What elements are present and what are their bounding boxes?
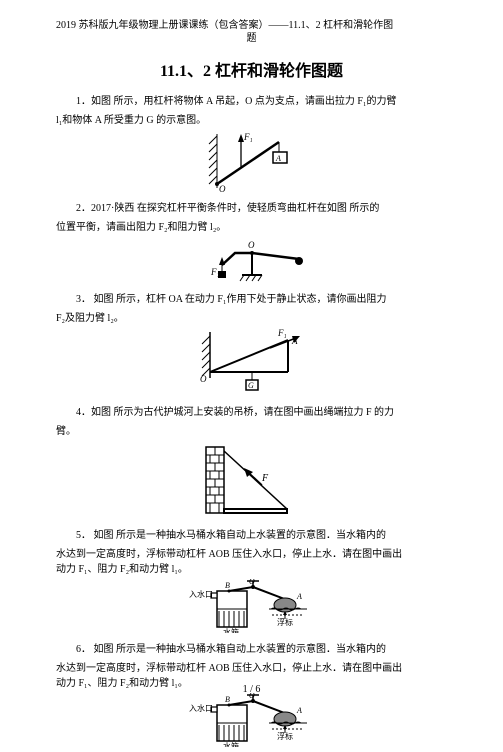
fig2-label-o: O [248, 240, 255, 250]
figure-1-wrap: F₁ O A [56, 130, 447, 197]
problem-5-line3: 动力 F₁、阻力 F₂和动力臂 l₁。 [56, 562, 447, 577]
fig3-label-f1: F₁ [277, 328, 287, 338]
page-number: 1 / 6 [0, 682, 503, 697]
figure-2: O F₁ [187, 237, 317, 283]
header-line2: 题 [56, 31, 447, 46]
figure-1: F₁ O A [197, 130, 307, 192]
problem-4-line1: 4．如图 所示为古代护城河上安装的吊桥，请在图中画出绳端拉力 F 的力 [56, 405, 447, 420]
figure-2-wrap: O F₁ [56, 237, 447, 288]
problem-5-line1: 5． 如图 所示是一种抽水马桶水箱自动上水装置的示意图．当水箱内的 [56, 528, 447, 543]
fig4-label-f: F [261, 473, 269, 484]
fig6-label-a: A [296, 706, 302, 715]
problem-2-line1: 2．2017·陕西 在探究杠杆平衡条件时，使轻质弯曲杠杆在如图 所示的 [56, 201, 447, 216]
fig5-label-b: B [225, 581, 230, 590]
problem-6-line1: 6． 如图 所示是一种抽水马桶水箱自动上水装置的示意图．当水箱内的 [56, 642, 447, 657]
figure-4-wrap: F [56, 441, 447, 524]
fig2-label-f1: F₁ [210, 267, 220, 277]
problem-4-line2: 臂。 [56, 424, 447, 439]
problem-2-line2: 位置平衡，请画出阻力 F₂和阻力臂 l₂。 [56, 220, 447, 235]
problem-6-line2: 水达到一定高度时，浮标带动杠杆 AOB 压住入水口，停止上水．请在图中画出 [56, 661, 447, 676]
fig5-label-tank: 水箱 [223, 627, 239, 633]
figure-3-wrap: O A F₁ G [56, 328, 447, 401]
fig3-label-g: G [248, 381, 254, 390]
fig6-label-inlet: 入水口 [189, 703, 213, 713]
page: 2019 苏科版九年级物理上册课课练（包含答案）——11.1、2 杠杆和滑轮作图… [0, 0, 503, 707]
problem-3-line2: F₂及阻力臂 l₂。 [56, 311, 447, 326]
page-title: 11.1、2 杠杆和滑轮作图题 [56, 60, 447, 84]
problem-1-line1: 1．如图 所示，用杠杆将物体 A 吊起，O 点为支点，请画出拉力 F₁的力臂 [56, 94, 447, 109]
fig5-label-o: O [249, 579, 255, 586]
problem-5-line2: 水达到一定高度时，浮标带动杠杆 AOB 压住入水口，停止上水．请在图中画出 [56, 547, 447, 562]
fig5-label-a: A [296, 592, 302, 601]
fig6-label-tank: 水箱 [223, 741, 239, 747]
figure-3: O A F₁ G [192, 328, 312, 396]
fig1-label-a: A [275, 154, 281, 163]
figure-5: 入水口 水箱 B O A 浮标 [167, 579, 337, 633]
problem-1-line2: l₁和物体 A 所受重力 G 的示意图。 [56, 113, 447, 128]
figure-5-wrap: 入水口 水箱 B O A 浮标 [56, 579, 447, 638]
problem-3-line1: 3． 如图 所示，杠杆 OA 在动力 F₁作用下处于静止状态，请你画出阻力 [56, 292, 447, 307]
fig1-label-f1: F₁ [243, 132, 253, 142]
figure-6: 入水口 水箱 B O A 浮标 [167, 693, 337, 747]
figure-4: F [192, 441, 312, 519]
figure-6-wrap: 入水口 水箱 B O A 浮标 [56, 693, 447, 752]
fig3-label-o: O [200, 374, 207, 384]
fig5-label-inlet: 入水口 [189, 589, 213, 599]
fig1-label-o: O [219, 184, 226, 192]
